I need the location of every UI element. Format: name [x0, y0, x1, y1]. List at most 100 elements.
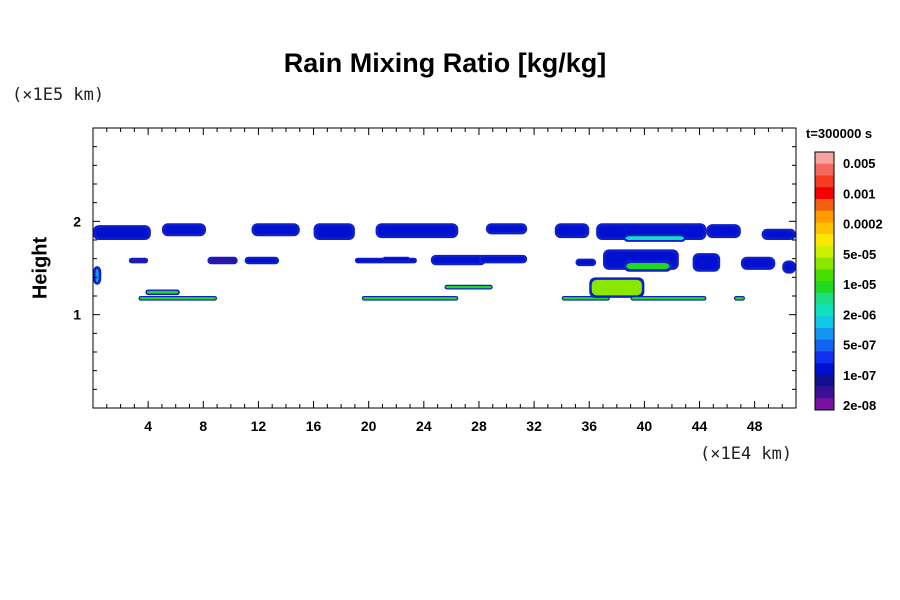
- rain-region-core: [626, 263, 670, 270]
- rain-region: [161, 223, 207, 237]
- colorbar: 0.005 0.001 0.0002 5e-05 1e-05 2e-06 5e-07 1e-0…: [814, 151, 883, 413]
- rain-region: [692, 253, 721, 272]
- colorbar-swatch: [815, 269, 834, 282]
- rain-region: [575, 258, 597, 267]
- x-tick-label: 8: [199, 418, 207, 434]
- rain-region-core: [139, 297, 216, 300]
- rain-region: [313, 223, 355, 240]
- y-axis-unit: (×1E5 km): [12, 85, 105, 105]
- rain-region-core: [695, 255, 718, 270]
- rain-region: [361, 296, 459, 301]
- rain-region: [623, 260, 672, 272]
- colorbar-label: 1e-05: [843, 277, 876, 292]
- colorbar-label: 5e-07: [843, 338, 876, 353]
- rain-region-core: [577, 260, 595, 265]
- colorbar-swatch: [815, 198, 834, 211]
- colorbar-swatch: [815, 175, 834, 188]
- colorbar-swatch: [815, 386, 834, 399]
- colorbar-label: 2e-08: [843, 398, 876, 413]
- rain-region-core: [488, 225, 525, 232]
- rain-region-core: [146, 290, 179, 294]
- rain-region-core: [631, 297, 706, 300]
- rain-region: [207, 256, 238, 265]
- rain-region-core: [95, 268, 99, 283]
- rain-region-core: [378, 225, 456, 236]
- colorbar-swatch: [815, 316, 834, 329]
- colorbar-label: 0.0002: [843, 217, 883, 232]
- rain-region: [430, 254, 486, 266]
- rain-region: [251, 223, 300, 237]
- rain-region: [128, 257, 149, 264]
- y-tick-label: 2: [73, 213, 81, 229]
- rain-region-core: [743, 259, 773, 268]
- rain-region: [733, 296, 745, 301]
- rain-region: [706, 224, 741, 239]
- rain-region: [382, 256, 411, 262]
- colorbar-swatch: [815, 363, 834, 376]
- x-tick-label: 12: [251, 418, 267, 434]
- rain-region: [740, 256, 776, 270]
- colorbar-swatch: [815, 281, 834, 294]
- rain-region: [761, 228, 796, 240]
- rain-region: [630, 296, 707, 301]
- rain-region-core: [481, 257, 526, 262]
- colorbar-swatch: [815, 210, 834, 223]
- colorbar-swatch: [815, 234, 834, 247]
- colorbar-swatch: [815, 222, 834, 235]
- colorbar-swatch: [815, 398, 834, 411]
- rain-region: [623, 234, 686, 242]
- x-tick-label: 24: [416, 418, 432, 434]
- rain-region: [485, 223, 528, 235]
- x-tick-label: 32: [526, 418, 542, 434]
- x-tick-label: 16: [306, 418, 322, 434]
- rain-region: [93, 225, 151, 240]
- x-tick-label: 4: [144, 418, 152, 434]
- rain-region-core: [708, 226, 739, 236]
- plot-frame: [92, 127, 797, 409]
- rain-region-core: [433, 257, 484, 263]
- rain-region: [244, 256, 280, 265]
- rain-region: [554, 223, 590, 239]
- colorbar-swatch: [815, 245, 834, 258]
- colorbar-swatch: [815, 339, 834, 352]
- colorbar-swatch: [815, 163, 834, 176]
- rain-region-core: [246, 258, 278, 263]
- colorbar-label: 5e-05: [843, 247, 876, 262]
- colorbar-swatch: [815, 304, 834, 317]
- colorbar-swatch: [815, 292, 834, 305]
- rain-region: [375, 223, 459, 239]
- rain-region-core: [557, 225, 587, 236]
- rain-region-core: [445, 285, 492, 289]
- rain-region: [478, 254, 528, 264]
- colorbar-swatch: [815, 374, 834, 387]
- colorbar-label: 2e-06: [843, 307, 876, 322]
- rain-region-core: [316, 225, 353, 238]
- chart-title: Rain Mixing Ratio [kg/kg]: [283, 48, 607, 78]
- rain-region: [138, 296, 218, 301]
- colorbar-label: 1e-07: [843, 368, 876, 383]
- data-regions: [93, 223, 796, 301]
- rain-region-core: [362, 297, 458, 300]
- colorbar-swatch: [815, 187, 834, 200]
- time-label: t=300000 s: [806, 126, 873, 141]
- colorbar-swatch: [815, 351, 834, 364]
- rain-region: [589, 277, 645, 298]
- colorbar-swatch: [815, 257, 834, 270]
- rain-region: [93, 266, 102, 285]
- rain-region-core: [764, 231, 794, 238]
- rain-region: [782, 260, 796, 274]
- rain-region-core: [383, 257, 409, 261]
- rain-region-core: [625, 236, 684, 240]
- rain-region-core: [209, 258, 236, 263]
- y-tick-label: 1: [73, 307, 81, 323]
- x-axis-unit: (×1E4 km): [700, 444, 793, 464]
- colorbar-frame: [814, 151, 835, 411]
- x-tick-label: 40: [637, 418, 653, 434]
- rain-region-core: [95, 227, 149, 238]
- colorbar-label: 0.001: [843, 186, 876, 201]
- rain-region: [145, 289, 180, 296]
- rain-region-core: [254, 225, 298, 234]
- x-tick-label: 36: [581, 418, 597, 434]
